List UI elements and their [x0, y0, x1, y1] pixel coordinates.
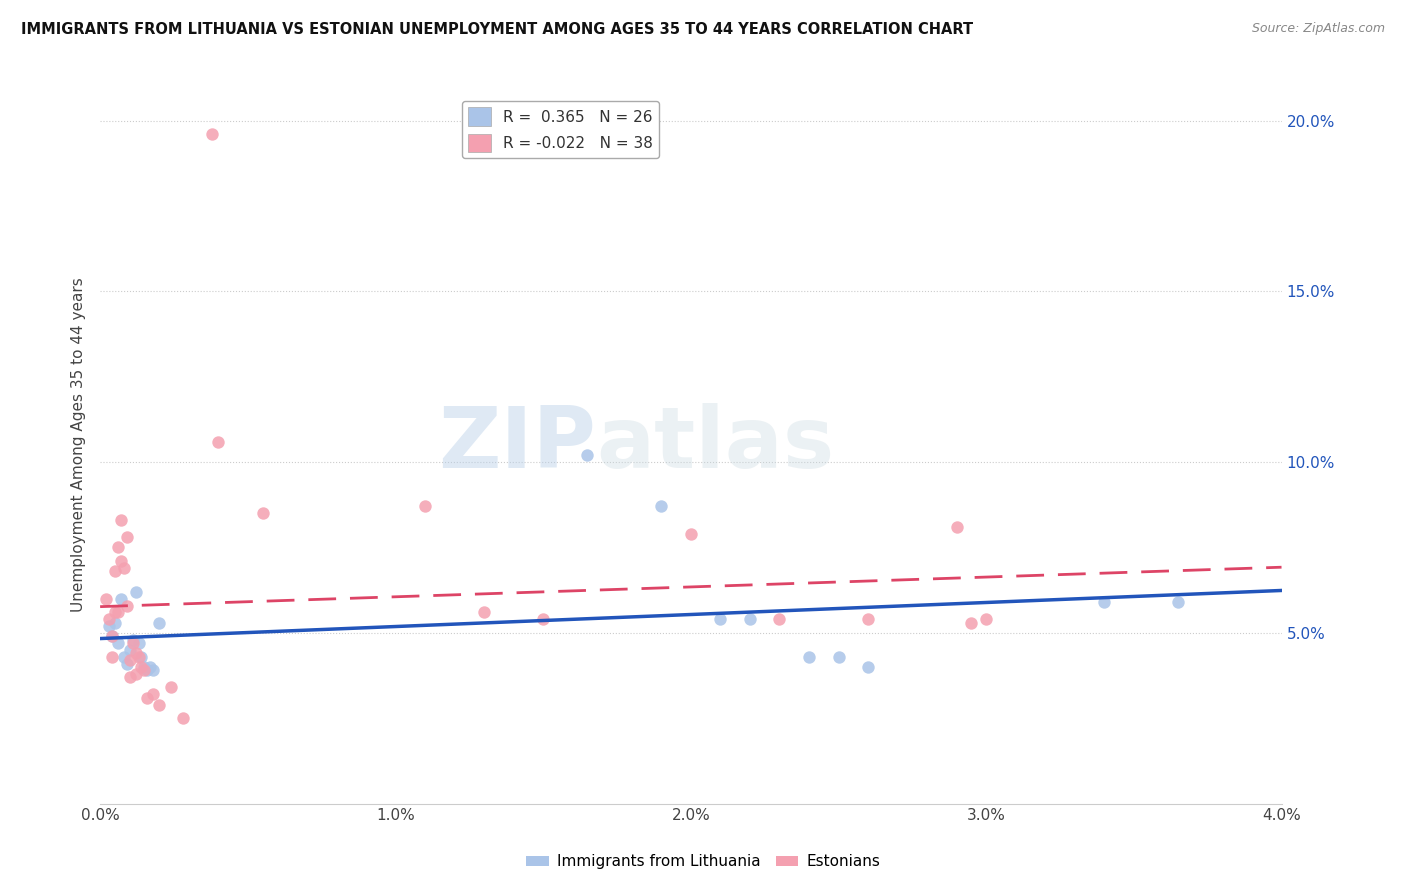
Point	[110, 554, 132, 568]
Point	[531, 612, 554, 626]
Point	[413, 500, 436, 514]
Point	[94, 591, 117, 606]
Point	[1092, 595, 1115, 609]
Point	[679, 526, 702, 541]
Point	[104, 615, 127, 630]
Legend: R =  0.365   N = 26, R = -0.022   N = 38: R = 0.365 N = 26, R = -0.022 N = 38	[463, 101, 659, 158]
Point	[107, 541, 129, 555]
Point	[945, 520, 967, 534]
Point	[201, 127, 224, 141]
Point	[134, 660, 156, 674]
Point	[101, 649, 124, 664]
Point	[738, 612, 761, 626]
Point	[960, 615, 983, 630]
Point	[115, 599, 138, 613]
Point	[797, 649, 820, 664]
Point	[98, 619, 121, 633]
Text: Source: ZipAtlas.com: Source: ZipAtlas.com	[1251, 22, 1385, 36]
Point	[118, 653, 141, 667]
Point	[136, 664, 159, 678]
Point	[131, 660, 153, 674]
Point	[104, 565, 127, 579]
Point	[110, 591, 132, 606]
Y-axis label: Unemployment Among Ages 35 to 44 years: Unemployment Among Ages 35 to 44 years	[72, 277, 86, 613]
Point	[768, 612, 790, 626]
Point	[160, 681, 183, 695]
Point	[1167, 595, 1189, 609]
Point	[128, 636, 150, 650]
Point	[974, 612, 997, 626]
Point	[142, 687, 165, 701]
Point	[207, 434, 229, 449]
Point	[115, 530, 138, 544]
Point	[107, 605, 129, 619]
Point	[107, 636, 129, 650]
Legend: Immigrants from Lithuania, Estonians: Immigrants from Lithuania, Estonians	[520, 848, 886, 875]
Point	[709, 612, 731, 626]
Point	[101, 629, 124, 643]
Point	[131, 649, 153, 664]
Point	[101, 629, 124, 643]
Point	[98, 612, 121, 626]
Point	[118, 643, 141, 657]
Point	[124, 666, 146, 681]
Point	[112, 649, 135, 664]
Text: IMMIGRANTS FROM LITHUANIA VS ESTONIAN UNEMPLOYMENT AMONG AGES 35 TO 44 YEARS COR: IMMIGRANTS FROM LITHUANIA VS ESTONIAN UN…	[21, 22, 973, 37]
Text: ZIP: ZIP	[439, 403, 596, 486]
Point	[121, 636, 143, 650]
Point	[252, 506, 274, 520]
Point	[104, 605, 127, 619]
Point	[134, 664, 156, 678]
Point	[115, 657, 138, 671]
Point	[110, 513, 132, 527]
Point	[148, 615, 170, 630]
Point	[856, 612, 879, 626]
Point	[172, 711, 194, 725]
Point	[139, 660, 162, 674]
Point	[112, 561, 135, 575]
Text: atlas: atlas	[596, 403, 835, 486]
Point	[121, 632, 143, 647]
Point	[148, 698, 170, 712]
Point	[128, 649, 150, 664]
Point	[118, 670, 141, 684]
Point	[472, 605, 495, 619]
Point	[136, 690, 159, 705]
Point	[650, 500, 672, 514]
Point	[827, 649, 849, 664]
Point	[856, 660, 879, 674]
Point	[576, 448, 599, 462]
Point	[142, 664, 165, 678]
Point	[124, 585, 146, 599]
Point	[124, 646, 146, 660]
